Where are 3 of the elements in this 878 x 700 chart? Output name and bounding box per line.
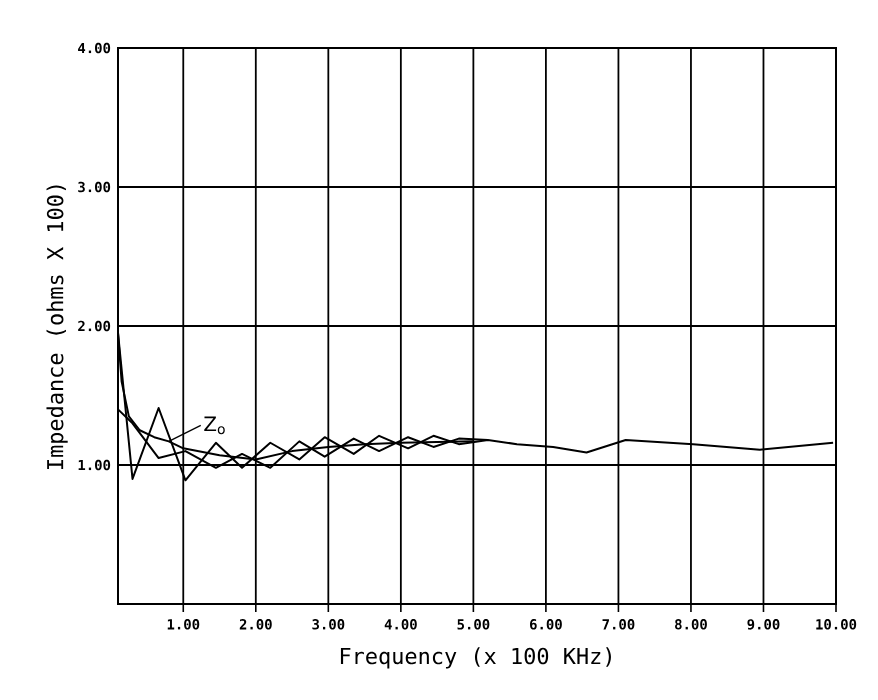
y-axis-title: Impedance (ohms X 100) xyxy=(46,185,68,469)
x-axis-title: Frequency (x 100 KHz) xyxy=(340,647,611,669)
annotation: Z$_{o}$ xyxy=(204,416,225,435)
